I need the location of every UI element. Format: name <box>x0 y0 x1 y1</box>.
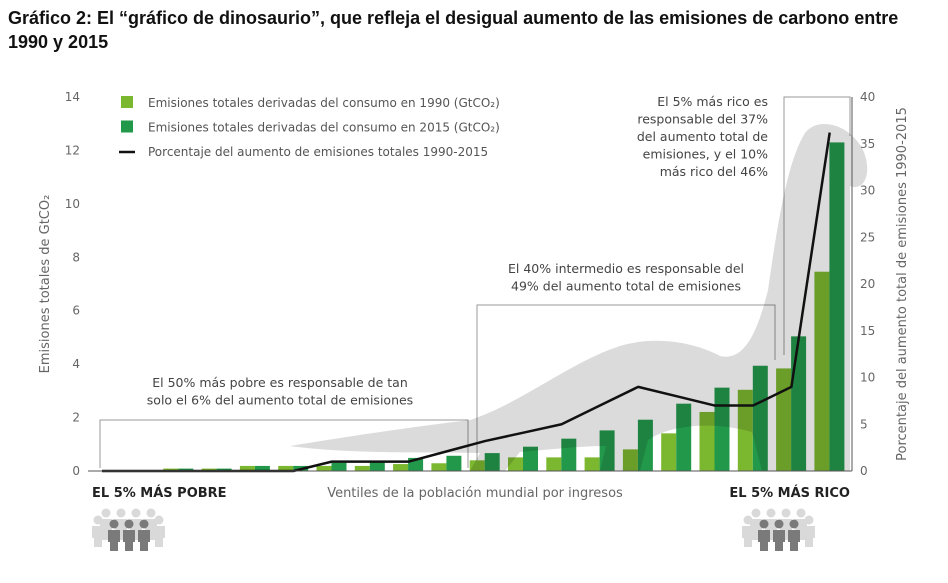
y2-tick-label: 20 <box>860 277 875 291</box>
legend-label: Emisiones totales derivadas del consumo … <box>148 121 500 135</box>
y-tick-label: 12 <box>65 143 80 157</box>
person-icon <box>123 519 135 551</box>
y-tick-label: 4 <box>72 357 80 371</box>
bar-2015 <box>369 460 385 471</box>
annotation-text: El 5% más rico es <box>657 94 768 109</box>
y2-tick-label: 40 <box>860 90 875 104</box>
bar-1990 <box>699 411 715 471</box>
person-icon <box>773 519 785 551</box>
x-right-label: EL 5% MÁS RICO <box>729 485 850 501</box>
bar-1990 <box>661 433 677 471</box>
legend-swatch <box>121 96 133 108</box>
bar-1990 <box>239 465 255 471</box>
y2-tick-label: 10 <box>860 371 875 385</box>
person-icon <box>92 515 104 547</box>
person-icon <box>788 519 800 551</box>
bar-1990 <box>546 457 562 471</box>
bar-1990 <box>584 457 600 471</box>
bar-1990 <box>316 465 332 471</box>
bar-1990 <box>354 465 370 471</box>
bar-2015 <box>331 462 347 471</box>
bar-1990 <box>431 463 447 471</box>
annotation-text: más rico del 46% <box>660 164 768 179</box>
y-tick-label: 8 <box>72 250 80 264</box>
annotation-text: solo el 6% del aumento total de emisione… <box>147 393 413 408</box>
y-tick-label: 10 <box>65 197 80 211</box>
bar-2015 <box>523 446 538 471</box>
x-left-label: EL 5% MÁS POBRE <box>92 485 227 501</box>
bar-2015 <box>446 455 462 471</box>
y-tick-label: 6 <box>72 304 80 318</box>
y2-tick-label: 30 <box>860 184 875 198</box>
bar-1990 <box>393 464 409 471</box>
legend: Emisiones totales derivadas del consumo … <box>119 96 500 159</box>
dinosaur-silhouette <box>290 124 868 472</box>
bar-2015 <box>254 465 270 471</box>
person-icon <box>108 519 120 551</box>
person-icon <box>803 515 815 547</box>
annotation-text: responsable del 37% <box>637 112 768 127</box>
annotation-text: 49% del aumento total de emisiones <box>511 279 741 294</box>
y2-tick-label: 5 <box>860 417 868 431</box>
y2-axis-label: Porcentaje del aumento total de emisione… <box>895 107 910 461</box>
y2-tick-label: 35 <box>860 137 875 151</box>
x-axis-label: Ventiles de la población mundial por ing… <box>327 486 623 501</box>
y2-tick-label: 25 <box>860 230 875 244</box>
y-tick-label: 0 <box>72 464 80 478</box>
person-icon <box>153 515 165 547</box>
annotation-text: El 40% intermedio es responsable del <box>508 261 744 276</box>
y-tick-label: 14 <box>65 90 80 104</box>
legend-label: Emisiones totales derivadas del consumo … <box>148 96 500 110</box>
annotation-text: del aumento total de <box>637 129 768 144</box>
legend-label: Porcentaje del aumento de emisiones tota… <box>148 145 488 159</box>
chart-title: Gráfico 2: El “gráfico de dinosaurio”, q… <box>8 8 899 52</box>
person-icon <box>742 515 754 547</box>
annotation-text: emisiones, y el 10% <box>643 147 768 162</box>
person-icon <box>758 519 770 551</box>
y2-tick-label: 0 <box>860 464 868 478</box>
y-tick-label: 2 <box>72 411 80 425</box>
y2-tick-label: 15 <box>860 324 875 338</box>
y-axis-label: Emisiones totales de GtCO₂ <box>38 195 53 374</box>
legend-swatch <box>121 120 133 133</box>
person-icon <box>138 519 150 551</box>
bar-1990 <box>278 465 294 471</box>
annotation-text: El 50% más pobre es responsable de tan <box>152 375 408 390</box>
